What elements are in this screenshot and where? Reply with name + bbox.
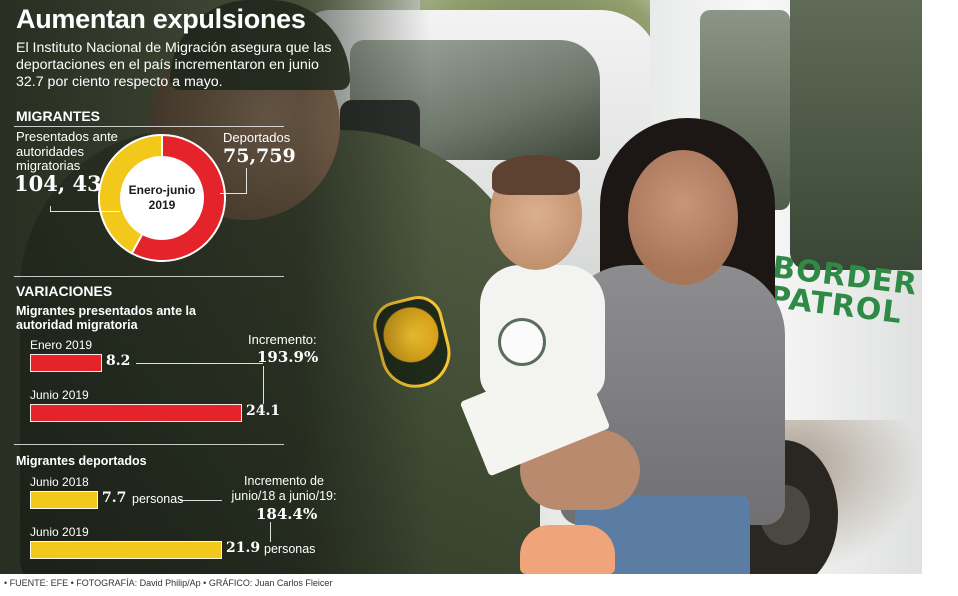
lead-paragraph: El Instituto Nacional de Migración asegu…	[16, 40, 332, 90]
deportados-value: 75,759	[223, 145, 296, 167]
bar	[30, 541, 222, 559]
plastic-bag	[520, 525, 615, 574]
bar-value-label: 7.7	[102, 490, 127, 506]
donut-center-line-2: 2019	[148, 198, 176, 212]
leader-line	[220, 193, 246, 194]
chart-subtitle-deportados: Migrantes deportados	[16, 454, 147, 468]
bar	[30, 354, 102, 372]
woman-face	[628, 150, 738, 285]
baby-hair	[492, 155, 580, 195]
background-photo: BORDER PATROL	[0, 0, 922, 574]
bar	[30, 491, 98, 509]
leader-line	[263, 366, 264, 404]
bar-value-label: 21.9	[226, 540, 261, 556]
section-divider	[14, 276, 284, 277]
presentados-label: Presentados ante autoridades migratorias	[16, 129, 118, 173]
headline: Aumentan expulsiones	[16, 4, 306, 34]
bar-category-label: Junio 2018	[30, 475, 89, 489]
shirt-emblem	[498, 318, 546, 366]
bar-unit-label: personas	[132, 492, 184, 506]
bar-category-label: Enero 2019	[30, 338, 93, 352]
donut-center-label: Enero-junio 2019	[121, 157, 203, 239]
section-divider	[14, 444, 284, 445]
leader-line	[136, 363, 263, 364]
bar-value-label: 8.2	[106, 353, 131, 369]
section-title-migrantes: MIGRANTES	[16, 108, 100, 124]
bar-unit-label: personas	[264, 542, 316, 556]
leader-line	[270, 522, 271, 542]
bar-category-label: Junio 2019	[30, 525, 89, 539]
credits-footer: • FUENTE: EFE • FOTOGRAFÍA: David Philip…	[4, 578, 333, 588]
deportados-label: Deportados	[223, 130, 291, 145]
increment-value: 184.4%	[256, 505, 318, 523]
text-backdrop-shade	[0, 0, 430, 574]
leader-line	[50, 211, 120, 212]
leader-line	[246, 168, 247, 194]
donut-center-line-1: Enero-junio	[128, 183, 196, 197]
chart-subtitle-presentados: Migrantes presentados ante la autoridad …	[16, 304, 196, 332]
increment-label: Incremento:	[248, 332, 317, 347]
bar-value-label: 24.1	[246, 403, 281, 419]
leader-line	[180, 500, 222, 501]
section-divider	[14, 126, 284, 127]
bar-category-label: Junio 2019	[30, 388, 89, 402]
leader-line	[50, 206, 51, 212]
section-title-variaciones: VARIACIONES	[16, 283, 113, 299]
increment-label: Incremento de junio/18 a junio/19:	[231, 474, 337, 503]
truck-window	[790, 0, 922, 270]
increment-value: 193.9%	[257, 348, 319, 366]
bar	[30, 404, 242, 422]
